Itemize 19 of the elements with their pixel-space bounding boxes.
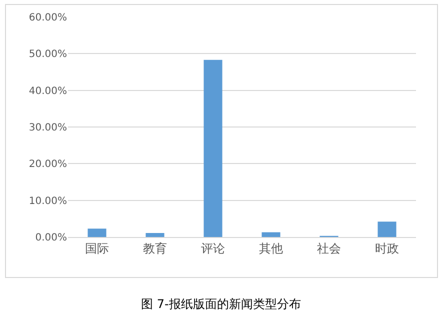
y-tick-label: 40.00% bbox=[28, 86, 67, 97]
y-tick-label: 60.00% bbox=[28, 12, 67, 24]
x-tick-label: 其他 bbox=[259, 241, 283, 256]
x-tick-label: 国际 bbox=[85, 241, 109, 256]
y-tick-label: 30.00% bbox=[28, 122, 67, 134]
x-tick-label: 评论 bbox=[201, 241, 225, 256]
bar bbox=[88, 228, 106, 237]
caption: 图 7-报纸版面的新闻类型分布 bbox=[140, 296, 302, 313]
bar bbox=[146, 232, 164, 237]
x-tick-label: 时政 bbox=[375, 241, 399, 256]
y-tick-label: 50.00% bbox=[28, 49, 67, 60]
bar bbox=[378, 222, 396, 237]
y-tick-label: 0.00% bbox=[35, 232, 67, 244]
x-tick-label: 教育 bbox=[143, 241, 167, 256]
bar bbox=[204, 60, 222, 237]
y-tick-label: 20.00% bbox=[28, 159, 67, 170]
bar bbox=[262, 232, 280, 237]
y-tick-label: 10.00% bbox=[28, 196, 67, 207]
x-tick-label: 社会 bbox=[317, 241, 341, 256]
